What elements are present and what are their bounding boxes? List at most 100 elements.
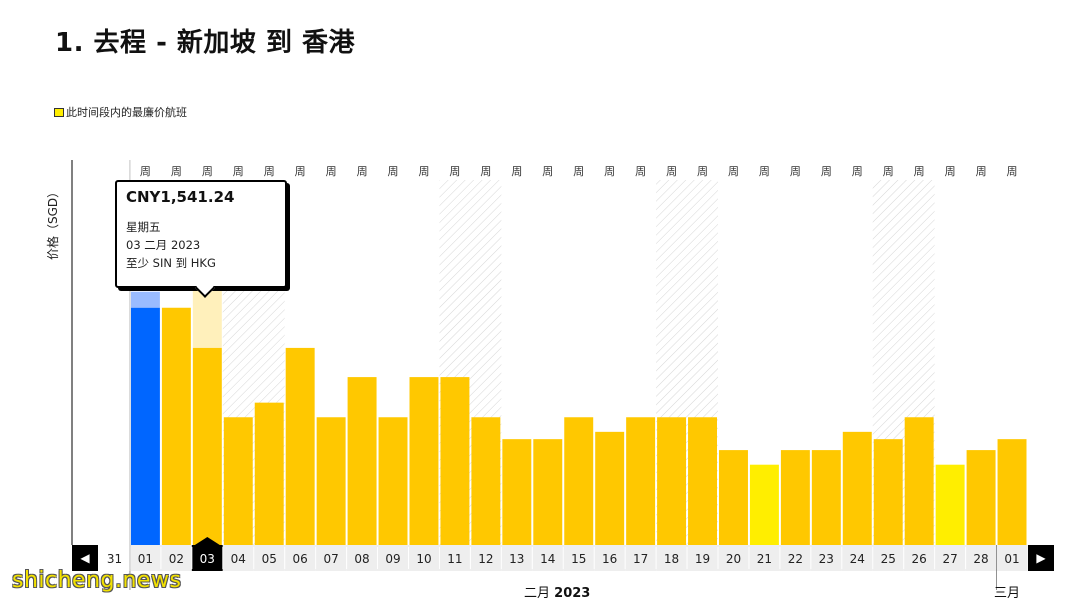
fare-bar-18[interactable]	[657, 417, 687, 545]
week-header-label: 周	[914, 165, 925, 178]
date-tick-label[interactable]: 17	[633, 552, 648, 566]
date-cell-bg	[532, 545, 564, 571]
month-name: 二月	[524, 586, 551, 601]
fare-bar-12[interactable]	[471, 417, 501, 545]
chevron-right-icon: ▶	[1036, 551, 1046, 565]
date-tick-label[interactable]: 01	[138, 552, 153, 566]
date-tick-label[interactable]: 03	[200, 552, 215, 566]
date-cell-bg	[284, 545, 316, 571]
date-tick-label[interactable]: 22	[788, 552, 803, 566]
fare-bar-01[interactable]	[130, 307, 160, 545]
date-tick-label[interactable]: 24	[850, 552, 865, 566]
fare-bar-26[interactable]	[904, 417, 934, 545]
date-tick-label[interactable]: 13	[509, 552, 524, 566]
date-tick-label[interactable]: 23	[819, 552, 834, 566]
hover-marker	[194, 537, 220, 545]
date-cell-bg	[563, 545, 595, 571]
date-tick-label[interactable]: 16	[602, 552, 617, 566]
fare-bar-24[interactable]	[842, 431, 872, 545]
week-header-label: 周	[604, 165, 615, 178]
date-tick-label[interactable]: 06	[293, 552, 308, 566]
fare-bar-01[interactable]	[997, 439, 1027, 545]
date-cell-bg	[253, 545, 285, 571]
fare-bar-08[interactable]	[347, 377, 377, 545]
date-cell-bg	[872, 545, 904, 571]
fare-bar-17[interactable]	[626, 417, 656, 545]
date-cell-bg	[779, 545, 811, 571]
date-tick-label[interactable]: 08	[354, 552, 369, 566]
fare-bar-02[interactable]	[161, 307, 191, 545]
date-tick-label[interactable]: 20	[726, 552, 741, 566]
date-tick-label[interactable]: 05	[262, 552, 277, 566]
fare-bar-23[interactable]	[811, 450, 841, 545]
fare-bar-04[interactable]	[223, 417, 253, 545]
fare-bar-11[interactable]	[440, 377, 470, 545]
date-tick-label[interactable]: 27	[942, 552, 957, 566]
date-tick-label[interactable]: 14	[540, 552, 555, 566]
date-tick-label[interactable]: 01	[1004, 552, 1019, 566]
date-tick-label[interactable]: 04	[231, 552, 246, 566]
date-tick-label[interactable]: 26	[912, 552, 927, 566]
week-header-label: 周	[666, 165, 677, 178]
fare-bar-05[interactable]	[254, 402, 284, 545]
date-tick-label[interactable]: 25	[881, 552, 896, 566]
date-tick-label[interactable]: 11	[447, 552, 462, 566]
month-label-february: 二月 2023	[524, 582, 590, 601]
date-tick-label[interactable]: 09	[385, 552, 400, 566]
week-header-label: 周	[326, 165, 337, 178]
fare-bar-20[interactable]	[719, 450, 748, 545]
fare-bar-10[interactable]	[409, 377, 439, 545]
date-tick-label[interactable]: 15	[571, 552, 586, 566]
fare-bar-09[interactable]	[378, 417, 408, 545]
fare-bar-27[interactable]	[935, 464, 965, 545]
fare-bar-16[interactable]	[595, 431, 625, 545]
week-header-label: 周	[852, 165, 863, 178]
date-tick-label[interactable]: 12	[478, 552, 493, 566]
date-tick-label[interactable]: 19	[695, 552, 710, 566]
week-header-label: 周	[976, 165, 987, 178]
fare-bar-03[interactable]	[192, 347, 222, 545]
date-cell-bg	[470, 545, 502, 571]
week-header-label: 周	[264, 165, 275, 178]
week-header-label: 周	[697, 165, 708, 178]
date-cell-bg	[687, 545, 718, 571]
month-year: 2023	[554, 586, 591, 601]
date-cell-bg	[996, 545, 1028, 571]
week-header-label: 周	[418, 165, 429, 178]
selected-bar-cap	[130, 291, 160, 308]
date-tick-label[interactable]: 18	[664, 552, 679, 566]
legend: 此时间段内的最廉价航班	[54, 104, 187, 120]
fare-bar-06[interactable]	[285, 347, 315, 545]
date-tick-label[interactable]: 21	[757, 552, 772, 566]
week-header-label: 周	[790, 165, 801, 178]
fare-bar-15[interactable]	[564, 417, 594, 545]
date-cell-bg	[810, 545, 842, 571]
date-tick-label[interactable]: 31	[107, 552, 122, 566]
fare-bar-25[interactable]	[873, 439, 903, 545]
fare-bar-22[interactable]	[780, 450, 810, 545]
next-week-button[interactable]: ▶	[1028, 545, 1054, 571]
fare-bar-13[interactable]	[502, 439, 532, 545]
date-cell-bg	[222, 545, 254, 571]
fare-bar-28[interactable]	[966, 450, 996, 545]
date-cell-bg	[346, 545, 378, 571]
price-tooltip: CNY1,541.24 星期五 03 二月 2023 至少 SIN 到 HKG	[115, 180, 287, 298]
fare-bar-21[interactable]	[749, 464, 779, 545]
date-tick-label[interactable]: 28	[973, 552, 988, 566]
date-tick-label[interactable]: 07	[323, 552, 338, 566]
tooltip-date: 03 二月 2023	[126, 238, 201, 252]
week-header-label: 周	[357, 165, 368, 178]
week-header-label: 周	[1007, 165, 1018, 178]
date-cell-bg	[160, 545, 192, 571]
fare-bar-19[interactable]	[688, 417, 717, 545]
date-cell-bg	[99, 545, 130, 571]
date-cell-bg	[903, 545, 935, 571]
date-cell-bg	[408, 545, 440, 571]
date-tick-label[interactable]: 10	[416, 552, 431, 566]
fare-bar-07[interactable]	[316, 417, 346, 545]
date-cell-bg	[594, 545, 626, 571]
fare-bar-14[interactable]	[533, 439, 563, 545]
week-header-label: 周	[171, 165, 182, 178]
date-tick-label[interactable]: 02	[169, 552, 184, 566]
prev-week-button[interactable]: ◀	[72, 545, 98, 571]
